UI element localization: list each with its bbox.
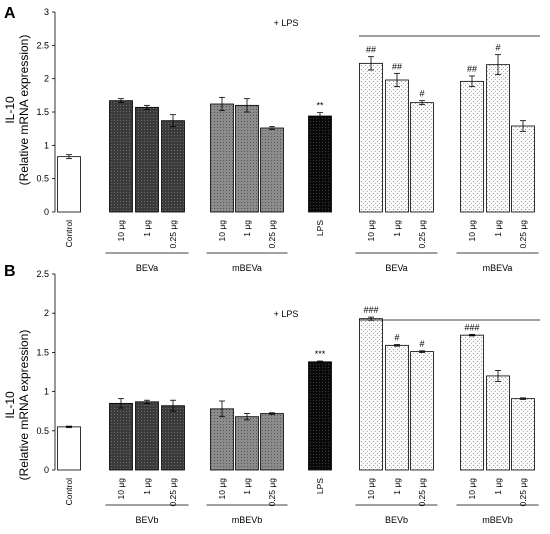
panel-a-bar (235, 104, 259, 213)
panel-b-group-label: mBEVb (232, 515, 263, 525)
panel-a-ylabel-line1: IL-10 (3, 96, 17, 124)
panel-a-category-label: 1 μg (493, 220, 503, 237)
panel-a-group-label: mBEVa (483, 263, 513, 273)
panel-b-bar (161, 405, 185, 471)
panel-b-category-label: 1 μg (392, 478, 402, 495)
panel-a-bar (511, 125, 535, 213)
panel-a-category-label: 1 μg (242, 220, 252, 237)
panel-a-bar (359, 62, 383, 213)
panel-a-significance-label: ## (366, 45, 376, 55)
panel-b-category-label: 1 μg (242, 478, 252, 495)
panel-a-bar (385, 79, 409, 213)
panel-b-bar (410, 351, 434, 471)
panel-a-bar (460, 80, 484, 213)
panel-b-label: B (4, 263, 16, 280)
panel-b-bar (260, 413, 284, 471)
panel-a-bar (57, 156, 81, 213)
panel-b-ylabel-line2: (Relative mRNA expression) (17, 330, 31, 481)
panel-a-ylabel-line2: (Relative mRNA expression) (17, 35, 31, 186)
panel-b: B IL-10 (Relative mRNA expression) + LPS… (3, 263, 540, 525)
panel-a-bar (308, 115, 332, 213)
panel-b-category-label: 10 μg (366, 478, 376, 500)
panel-a-group-label: BEVa (136, 263, 158, 273)
panel-b-bar (460, 334, 484, 471)
panel-a-label: A (4, 5, 16, 22)
panel-b-category-label: 0.25 μg (518, 478, 528, 507)
panel-b-significance-label: ### (464, 322, 479, 332)
panel-b-category-label: 1 μg (142, 478, 152, 495)
panel-b-significance-label: ### (363, 305, 378, 315)
panel-a-y-tick-label: 1.5 (36, 107, 49, 117)
panel-b-bar (308, 361, 332, 471)
panel-a-category-label: 0.25 μg (168, 220, 178, 249)
panel-b-category-label: 0.25 μg (168, 478, 178, 507)
panel-b-lps-label: + LPS (274, 309, 299, 319)
panel-b-y-tick-label: 0 (44, 465, 49, 475)
panel-a-y-tick-label: 0 (44, 207, 49, 217)
panel-b-category-label: 10 μg (467, 478, 477, 500)
panel-a-category-label: 10 μg (217, 220, 227, 242)
panel-a-bar (410, 102, 434, 213)
panel-a-y-tick-label: 3 (44, 7, 49, 17)
panel-b-y-tick-label: 0.5 (36, 426, 49, 436)
panel-a-category-label: 10 μg (366, 220, 376, 242)
panel-a-significance-label: ## (392, 61, 402, 71)
panel-a-bar (260, 127, 284, 213)
panel-b-bar (511, 398, 535, 471)
panel-a-group-label: mBEVa (232, 263, 262, 273)
panel-a-bar (210, 103, 234, 213)
panel-a-bar (486, 64, 510, 213)
panel-a-category-label: 10 μg (116, 220, 126, 242)
panel-b-significance-label: # (419, 339, 424, 349)
panel-b-bar (359, 318, 383, 471)
panel-b-y-tick-label: 2 (44, 308, 49, 318)
panel-b-y-tick-label: 2.5 (36, 269, 49, 279)
panel-a-category-label: 0.25 μg (417, 220, 427, 249)
panel-b-ylabel-line1: IL-10 (3, 391, 17, 419)
panel-b-significance-label: # (394, 333, 399, 343)
panel-a-category-label: 10 μg (467, 220, 477, 242)
panel-b-category-label: 10 μg (217, 478, 227, 500)
panel-b-bar (385, 344, 409, 471)
panel-b-category-label: 10 μg (116, 478, 126, 500)
panel-a-y-tick-label: 1 (44, 140, 49, 150)
panel-b-category-label: 0.25 μg (267, 478, 277, 507)
panel-a-y-tick-label: 2.5 (36, 40, 49, 50)
panel-b-category-label: 0.25 μg (417, 478, 427, 507)
panel-a-category-label: 1 μg (392, 220, 402, 237)
panel-a-bar (161, 120, 185, 213)
panel-a-bar (135, 106, 159, 213)
panel-b-category-label: Control (64, 478, 74, 506)
panel-b-y-tick-label: 1.5 (36, 347, 49, 357)
panel-b-y-tick-label: 1 (44, 387, 49, 397)
panel-a-y-tick-label: 2 (44, 74, 49, 84)
panel-b-group-label: BEVb (385, 515, 408, 525)
panel-a-category-label: LPS (315, 220, 325, 236)
panel-b-bar (109, 402, 133, 471)
panel-a-group-label: BEVa (385, 263, 407, 273)
panel-a: A IL-10 (Relative mRNA expression) + LPS… (3, 5, 540, 273)
panel-b-bar (235, 416, 259, 471)
panel-b-category-label: 1 μg (493, 478, 503, 495)
panel-b-bar (135, 401, 159, 471)
panel-a-category-label: Control (64, 220, 74, 248)
panel-a-category-label: 0.25 μg (518, 220, 528, 249)
panel-a-category-label: 0.25 μg (267, 220, 277, 249)
panel-b-bar (210, 408, 234, 471)
panel-a-bar (109, 100, 133, 213)
panel-a-significance-label: # (495, 43, 500, 53)
panel-b-bar (57, 426, 81, 471)
panel-a-significance-label: ## (467, 64, 477, 74)
panel-b-group-label: BEVb (135, 515, 158, 525)
panel-b-significance-label: *** (315, 349, 326, 359)
panel-a-lps-label: + LPS (274, 18, 299, 28)
panel-a-significance-label: # (419, 89, 424, 99)
panel-a-significance-label: ** (316, 101, 324, 111)
panel-a-category-label: 1 μg (142, 220, 152, 237)
panel-b-group-label: mBEVb (482, 515, 513, 525)
panel-a-y-tick-label: 0.5 (36, 174, 49, 184)
panel-b-bar (486, 375, 510, 471)
panel-b-category-label: LPS (315, 478, 325, 494)
